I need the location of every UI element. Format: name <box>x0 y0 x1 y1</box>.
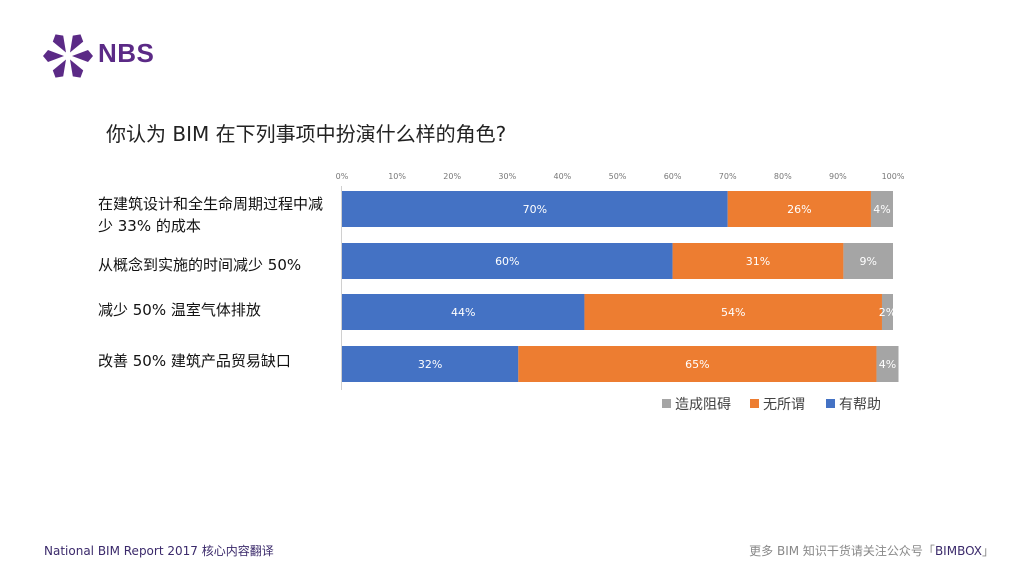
nbs-logo-icon <box>43 34 93 78</box>
bar-data-label: 2% <box>879 306 896 319</box>
bar-无所谓-0 <box>727 191 871 227</box>
x-tick-label: 90% <box>829 172 847 181</box>
bar-data-label: 60% <box>495 255 519 268</box>
legend-label: 有帮助 <box>839 397 881 413</box>
bar-data-label: 31% <box>746 255 770 268</box>
nbs-logo-text: NBS <box>98 38 155 68</box>
bar-造成阻碍-0 <box>870 191 893 227</box>
bar-data-label: 54% <box>721 306 745 319</box>
bar-有帮助-2 <box>342 294 585 330</box>
x-tick-label: 60% <box>664 172 682 181</box>
bar-无所谓-2 <box>584 294 882 330</box>
x-tick-label: 100% <box>882 172 905 181</box>
bar-data-label: 65% <box>685 358 709 371</box>
footer-promo: 更多 BIM 知识干货请关注公众号「BIMBOX」 <box>749 542 994 559</box>
legend-swatch <box>826 399 835 408</box>
bar-data-label: 4% <box>873 203 890 216</box>
x-tick-label: 50% <box>609 172 627 181</box>
bar-data-label: 26% <box>787 203 811 216</box>
x-tick-label: 10% <box>388 172 406 181</box>
legend-swatch <box>662 399 671 408</box>
footer-promo-prefix: 更多 BIM 知识干货请关注公众号「 <box>749 544 935 558</box>
bar-data-label: 32% <box>418 358 442 371</box>
legend-label: 造成阻碍 <box>675 397 731 413</box>
x-tick-label: 20% <box>443 172 461 181</box>
bar-无所谓-3 <box>518 346 877 382</box>
footer-promo-brand: BIMBOX <box>934 544 982 558</box>
legend-swatch <box>750 399 759 408</box>
bar-data-label: 70% <box>523 203 547 216</box>
category-label-1: 从概念到实施的时间减少 50% <box>98 256 302 274</box>
bar-data-label: 44% <box>451 306 475 319</box>
x-tick-label: 30% <box>498 172 516 181</box>
category-label-3: 改善 50% 建筑产品贸易缺口 <box>98 352 291 370</box>
footer-promo-suffix: 」 <box>981 544 994 558</box>
bar-无所谓-1 <box>672 243 844 279</box>
bar-造成阻碍-2 <box>881 294 893 330</box>
bar-造成阻碍-3 <box>876 346 899 382</box>
x-tick-label: 40% <box>554 172 572 181</box>
bar-data-label: 9% <box>859 255 876 268</box>
bar-data-label: 4% <box>879 358 896 371</box>
bar-有帮助-3 <box>342 346 519 382</box>
footer-report-title: National BIM Report 2017 核心内容翻译 <box>44 544 274 558</box>
category-label-2: 减少 50% 温室气体排放 <box>98 301 261 319</box>
x-tick-label: 70% <box>719 172 737 181</box>
bar-有帮助-0 <box>342 191 728 227</box>
legend-label: 无所谓 <box>763 397 805 413</box>
x-tick-label: 80% <box>774 172 792 181</box>
bar-造成阻碍-1 <box>843 243 893 279</box>
x-tick-label: 0% <box>336 172 349 181</box>
chart-question: 你认为 BIM 在下列事项中扮演什么样的角色? <box>106 122 507 146</box>
bar-有帮助-1 <box>342 243 673 279</box>
category-label-0: 在建筑设计和全生命周期过程中减少 33% 的成本 <box>98 195 324 235</box>
